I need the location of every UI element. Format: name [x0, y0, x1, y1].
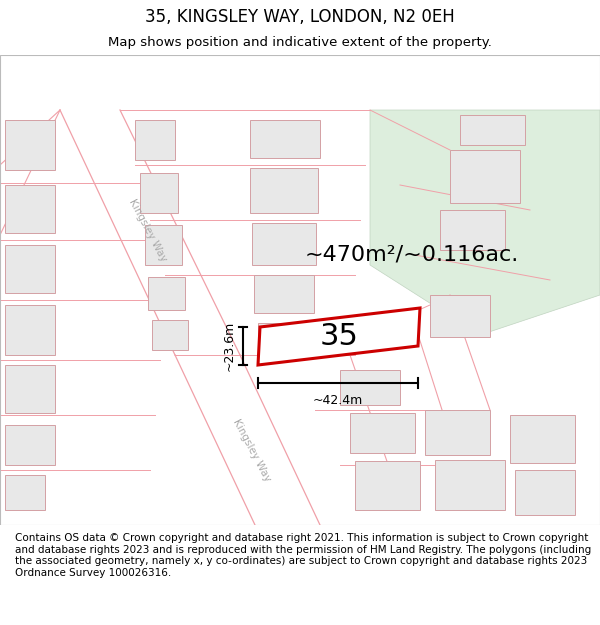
Polygon shape — [430, 295, 490, 337]
Text: 35: 35 — [320, 322, 358, 351]
Polygon shape — [5, 425, 55, 465]
Text: ~470m²/~0.116ac.: ~470m²/~0.116ac. — [305, 245, 519, 265]
Polygon shape — [515, 470, 575, 515]
Polygon shape — [145, 225, 182, 265]
Polygon shape — [258, 323, 312, 350]
Polygon shape — [140, 173, 178, 213]
Text: Map shows position and indicative extent of the property.: Map shows position and indicative extent… — [108, 36, 492, 49]
Polygon shape — [5, 365, 55, 413]
Polygon shape — [435, 460, 505, 510]
Polygon shape — [340, 370, 400, 405]
Polygon shape — [5, 305, 55, 355]
Text: ~42.4m: ~42.4m — [313, 394, 363, 408]
Polygon shape — [258, 308, 420, 365]
Polygon shape — [5, 475, 45, 510]
Text: ~23.6m: ~23.6m — [223, 321, 235, 371]
Polygon shape — [254, 275, 314, 313]
Polygon shape — [460, 115, 525, 145]
Polygon shape — [135, 120, 175, 160]
Text: Contains OS data © Crown copyright and database right 2021. This information is : Contains OS data © Crown copyright and d… — [15, 533, 591, 578]
Polygon shape — [450, 150, 520, 203]
Polygon shape — [440, 210, 505, 250]
Polygon shape — [5, 120, 55, 170]
Polygon shape — [252, 223, 316, 265]
Polygon shape — [5, 185, 55, 233]
Polygon shape — [350, 413, 415, 453]
Polygon shape — [148, 277, 185, 310]
Polygon shape — [510, 415, 575, 463]
Polygon shape — [370, 110, 600, 335]
Polygon shape — [250, 168, 318, 213]
Text: Kingsley Way: Kingsley Way — [232, 417, 272, 483]
Polygon shape — [355, 461, 420, 510]
Polygon shape — [250, 120, 320, 158]
Text: 35, KINGSLEY WAY, LONDON, N2 0EH: 35, KINGSLEY WAY, LONDON, N2 0EH — [145, 8, 455, 26]
Polygon shape — [152, 320, 188, 350]
Polygon shape — [425, 410, 490, 455]
Text: Kingsley Way: Kingsley Way — [127, 197, 169, 263]
Polygon shape — [5, 245, 55, 293]
